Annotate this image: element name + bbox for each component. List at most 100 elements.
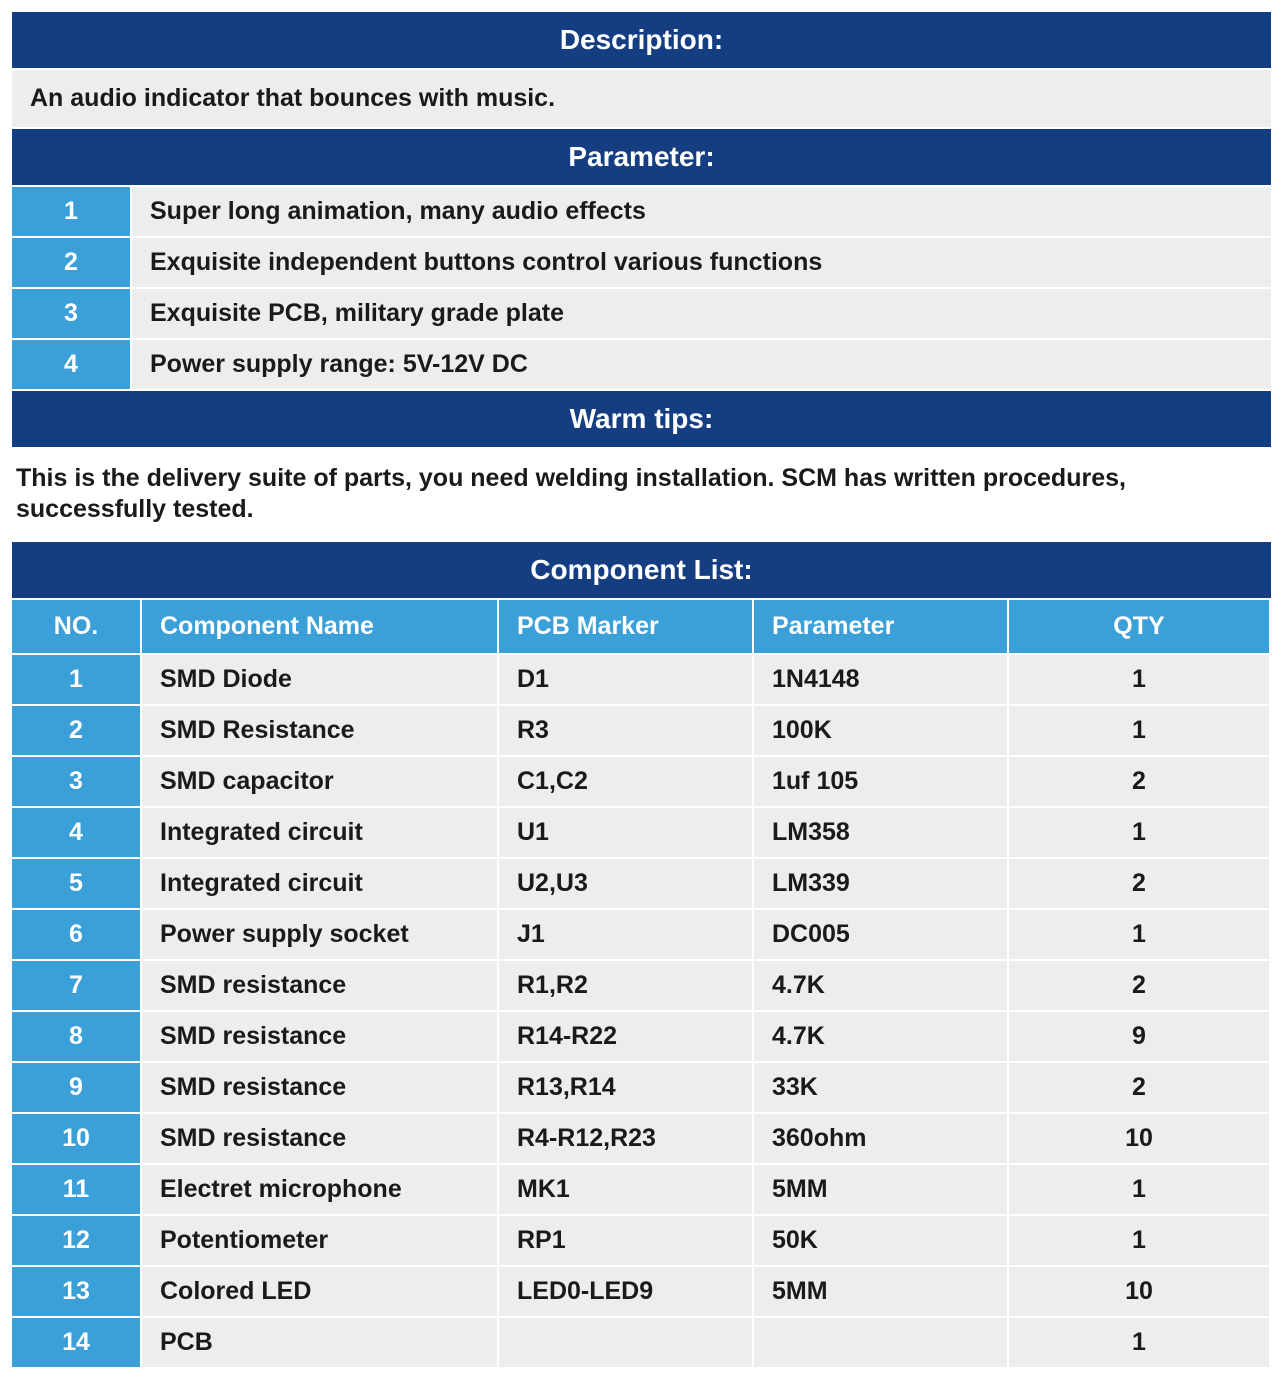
component-row: 2SMD ResistanceR3100K1: [12, 706, 1271, 757]
component-qty: 1: [1009, 910, 1269, 959]
component-no: 3: [12, 757, 142, 806]
component-pcb-marker: R1,R2: [499, 961, 754, 1010]
component-name: SMD resistance: [142, 1012, 499, 1061]
component-row: 5Integrated circuitU2,U3LM3392: [12, 859, 1271, 910]
component-no: 12: [12, 1216, 142, 1265]
component-parameter: 1uf 105: [754, 757, 1009, 806]
component-qty: 1: [1009, 706, 1269, 755]
component-qty: 1: [1009, 1165, 1269, 1214]
description-text: An audio indicator that bounces with mus…: [12, 70, 1271, 129]
component-name: PCB: [142, 1318, 499, 1367]
component-qty: 1: [1009, 655, 1269, 704]
component-pcb-marker: RP1: [499, 1216, 754, 1265]
col-header-no: NO.: [12, 600, 142, 653]
warm-tips-header: Warm tips:: [12, 391, 1271, 449]
parameter-text: Super long animation, many audio effects: [132, 187, 1271, 236]
warm-tips-text: This is the delivery suite of parts, you…: [12, 449, 1271, 542]
component-no: 4: [12, 808, 142, 857]
component-name: Power supply socket: [142, 910, 499, 959]
component-list-header: Component List:: [12, 542, 1271, 600]
component-no: 9: [12, 1063, 142, 1112]
parameter-number: 3: [12, 289, 132, 338]
component-parameter: 50K: [754, 1216, 1009, 1265]
component-row: 13Colored LEDLED0-LED95MM10: [12, 1267, 1271, 1318]
component-pcb-marker: LED0-LED9: [499, 1267, 754, 1316]
component-name: Colored LED: [142, 1267, 499, 1316]
component-qty: 1: [1009, 1318, 1269, 1367]
parameter-number: 2: [12, 238, 132, 287]
component-row: 12PotentiometerRP150K1: [12, 1216, 1271, 1267]
component-qty: 10: [1009, 1114, 1269, 1163]
component-row: 9SMD resistanceR13,R1433K2: [12, 1063, 1271, 1114]
component-qty: 2: [1009, 961, 1269, 1010]
component-row: 7SMD resistanceR1,R24.7K2: [12, 961, 1271, 1012]
component-parameter: 1N4148: [754, 655, 1009, 704]
parameter-row: 1Super long animation, many audio effect…: [12, 187, 1271, 238]
component-row: 1SMD DiodeD11N41481: [12, 655, 1271, 706]
component-qty: 10: [1009, 1267, 1269, 1316]
component-row: 3SMD capacitorC1,C21uf 1052: [12, 757, 1271, 808]
parameter-number: 4: [12, 340, 132, 389]
component-table-header: NO. Component Name PCB Marker Parameter …: [12, 600, 1271, 655]
component-qty: 1: [1009, 1216, 1269, 1265]
component-no: 6: [12, 910, 142, 959]
component-row: 6Power supply socketJ1DC0051: [12, 910, 1271, 961]
component-no: 2: [12, 706, 142, 755]
spec-sheet: Description: An audio indicator that bou…: [0, 0, 1283, 1381]
component-name: Integrated circuit: [142, 859, 499, 908]
component-parameter: DC005: [754, 910, 1009, 959]
component-qty: 9: [1009, 1012, 1269, 1061]
component-row: 10SMD resistanceR4-R12,R23360ohm10: [12, 1114, 1271, 1165]
component-name: SMD Resistance: [142, 706, 499, 755]
component-qty: 2: [1009, 1063, 1269, 1112]
component-pcb-marker: J1: [499, 910, 754, 959]
component-name: SMD resistance: [142, 961, 499, 1010]
component-pcb-marker: R4-R12,R23: [499, 1114, 754, 1163]
component-row: 8SMD resistanceR14-R224.7K9: [12, 1012, 1271, 1063]
col-header-name: Component Name: [142, 600, 499, 653]
component-parameter: 360ohm: [754, 1114, 1009, 1163]
component-pcb-marker: U2,U3: [499, 859, 754, 908]
component-no: 5: [12, 859, 142, 908]
description-header: Description:: [12, 12, 1271, 70]
component-no: 11: [12, 1165, 142, 1214]
component-pcb-marker: U1: [499, 808, 754, 857]
component-row: 4Integrated circuitU1LM3581: [12, 808, 1271, 859]
component-pcb-marker: MK1: [499, 1165, 754, 1214]
component-parameter: 5MM: [754, 1165, 1009, 1214]
component-table-body: 1SMD DiodeD11N414812SMD ResistanceR3100K…: [12, 655, 1271, 1369]
component-name: Potentiometer: [142, 1216, 499, 1265]
parameter-text: Exquisite PCB, military grade plate: [132, 289, 1271, 338]
component-name: Integrated circuit: [142, 808, 499, 857]
component-parameter: LM339: [754, 859, 1009, 908]
component-name: Electret microphone: [142, 1165, 499, 1214]
component-name: SMD capacitor: [142, 757, 499, 806]
parameter-text: Exquisite independent buttons control va…: [132, 238, 1271, 287]
component-pcb-marker: D1: [499, 655, 754, 704]
component-pcb-marker: C1,C2: [499, 757, 754, 806]
component-pcb-marker: [499, 1318, 754, 1367]
component-no: 1: [12, 655, 142, 704]
component-parameter: 100K: [754, 706, 1009, 755]
component-no: 13: [12, 1267, 142, 1316]
col-header-qty: QTY: [1009, 600, 1269, 653]
component-parameter: [754, 1318, 1009, 1367]
component-qty: 1: [1009, 808, 1269, 857]
component-no: 8: [12, 1012, 142, 1061]
component-pcb-marker: R3: [499, 706, 754, 755]
component-name: SMD Diode: [142, 655, 499, 704]
parameter-list: 1Super long animation, many audio effect…: [12, 187, 1271, 391]
parameter-number: 1: [12, 187, 132, 236]
component-row: 14PCB1: [12, 1318, 1271, 1369]
component-no: 10: [12, 1114, 142, 1163]
parameter-row: 4Power supply range: 5V-12V DC: [12, 340, 1271, 391]
component-pcb-marker: R13,R14: [499, 1063, 754, 1112]
parameter-header: Parameter:: [12, 129, 1271, 187]
parameter-row: 2Exquisite independent buttons control v…: [12, 238, 1271, 289]
component-parameter: 4.7K: [754, 1012, 1009, 1061]
parameter-text: Power supply range: 5V-12V DC: [132, 340, 1271, 389]
component-qty: 2: [1009, 859, 1269, 908]
component-no: 7: [12, 961, 142, 1010]
col-header-pcb: PCB Marker: [499, 600, 754, 653]
component-name: SMD resistance: [142, 1063, 499, 1112]
